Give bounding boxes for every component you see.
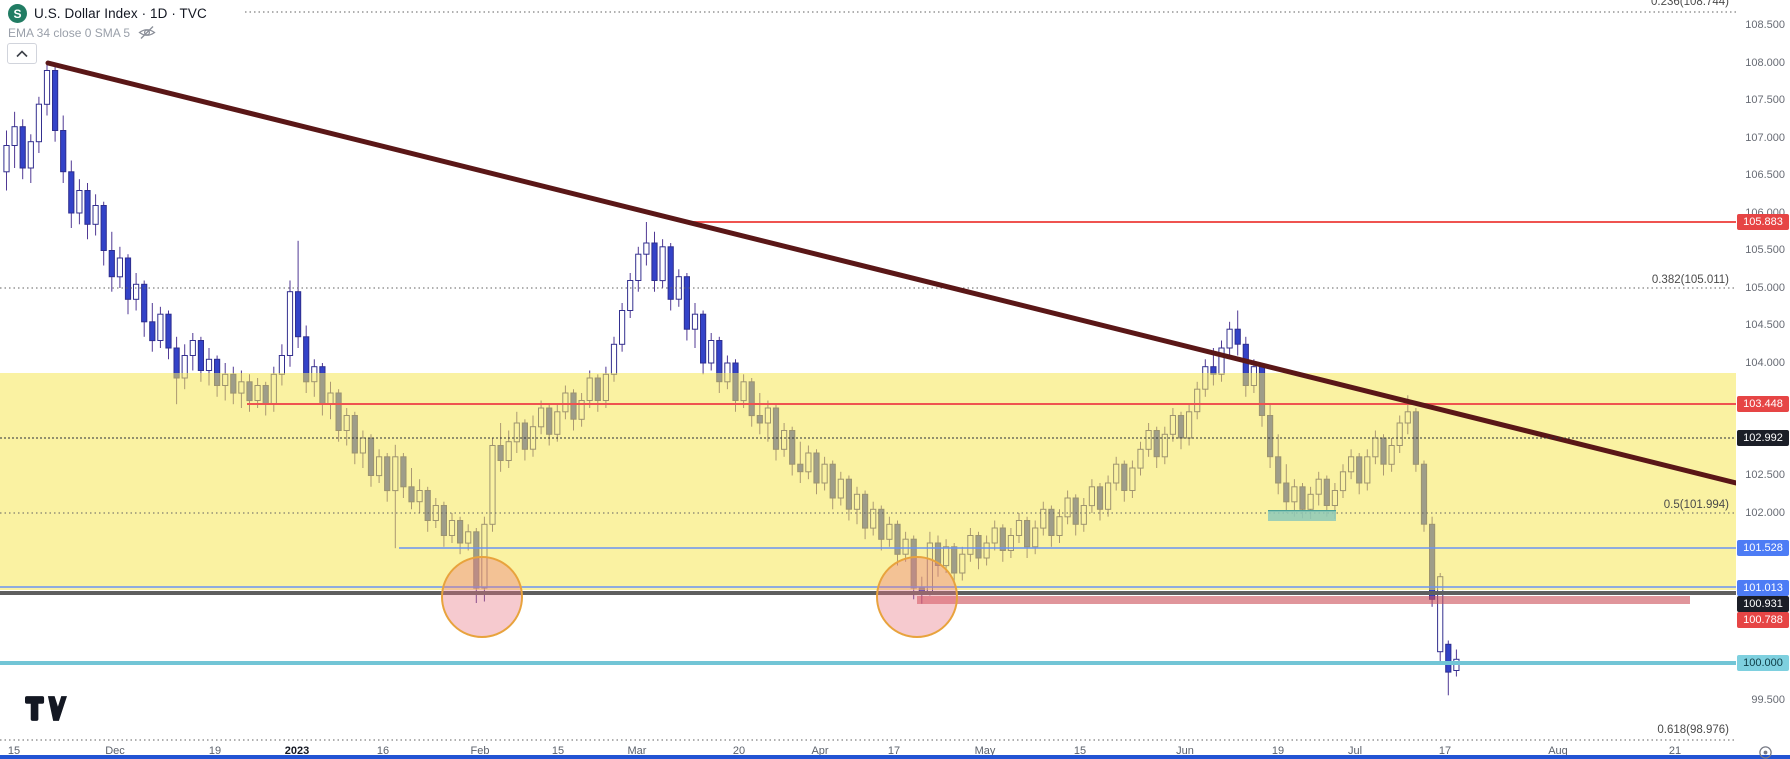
time-tick-label: Dec (105, 745, 125, 757)
price-chart[interactable]: 0.236(108.744) 0.382(105.011) 0.5(101.994)… (0, 0, 1736, 744)
price-tick-label: 104.500 (1745, 319, 1785, 331)
tradingview-watermark-logo (25, 696, 67, 726)
indicator-row: EMA 34 close 0 SMA 5 (8, 25, 156, 40)
price-badge-100931: 100.931 (1737, 596, 1789, 612)
yellow-support-zone (0, 373, 1736, 590)
time-tick-label: 16 (376, 745, 390, 757)
price-tick-label: 102.000 (1745, 507, 1785, 519)
teal-demand-box[interactable] (1268, 511, 1336, 521)
chart-plot-area[interactable]: 0.236(108.744) 0.382(105.011) 0.5(101.994)… (0, 0, 1736, 744)
fib-0236-label: 0.236(108.744) (1651, 0, 1729, 8)
time-tick-label: Feb (470, 745, 490, 757)
price-badge-100000: 100.000 (1737, 655, 1789, 671)
price-axis[interactable]: 108.500 108.000 107.500 107.000 106.500 106.0… (1736, 0, 1790, 744)
price-tick-label: 102.500 (1745, 469, 1785, 481)
price-badge-current: 102.992 (1737, 430, 1789, 446)
pink-support-band[interactable] (917, 596, 1690, 604)
time-tick-label: 19 (1271, 745, 1285, 757)
indicator-label: EMA 34 close 0 SMA 5 (8, 25, 131, 40)
time-tick-label: Apr (811, 745, 829, 757)
time-tick-label: 15 (1073, 745, 1087, 757)
time-tick-label: 15 (551, 745, 565, 757)
price-badge-101528: 101.528 (1737, 540, 1789, 556)
time-tick-label: 19 (208, 745, 222, 757)
time-axis-settings-icon[interactable] (1758, 745, 1773, 759)
fib-05-label: 0.5(101.994) (1664, 499, 1729, 511)
time-tick-label: 2023 (284, 745, 310, 757)
time-tick-label: Aug (1548, 745, 1568, 757)
time-tick-label: 15 (7, 745, 21, 757)
price-badge-103448: 103.448 (1737, 396, 1789, 412)
price-tick-label: 99.500 (1751, 694, 1785, 706)
time-tick-label: Jun (1176, 745, 1194, 757)
price-tick-label: 106.500 (1745, 169, 1785, 181)
fib-0382-label: 0.382(105.011) (1652, 274, 1729, 286)
time-tick-label: 21 (1668, 745, 1682, 757)
price-tick-label: 107.000 (1745, 132, 1785, 144)
descending-trendline[interactable] (45, 60, 1736, 486)
price-badge-100788: 100.788 (1737, 612, 1789, 628)
time-tick-label: 17 (1438, 745, 1452, 757)
price-tick-label: 105.500 (1745, 244, 1785, 256)
price-tick-label: 108.000 (1745, 57, 1785, 69)
time-tick-label: Mar (627, 745, 647, 757)
fib-0618-label: 0.618(98.976) (1657, 724, 1729, 736)
price-tick-label: 107.500 (1745, 94, 1785, 106)
price-badge-105883: 105.883 (1737, 214, 1789, 230)
price-tick-label: 105.000 (1745, 282, 1785, 294)
price-tick-label: 108.500 (1745, 19, 1785, 31)
eye-off-icon[interactable] (138, 25, 156, 40)
symbol-title: U.S. Dollar Index · 1D · TVC (34, 6, 207, 21)
time-tick-label: May (974, 745, 996, 757)
symbol-logo: S (8, 4, 27, 23)
low-highlight-circle-apr[interactable] (876, 556, 958, 638)
low-highlight-circle-feb[interactable] (441, 556, 523, 638)
collapse-toolbar-button[interactable] (7, 43, 37, 64)
time-tick-label: 17 (887, 745, 901, 757)
bottom-border-bar (0, 755, 1790, 759)
price-badge-101013: 101.013 (1737, 580, 1789, 596)
time-tick-label: Jul (1347, 745, 1363, 757)
chart-header: S U.S. Dollar Index · 1D · TVC (8, 4, 207, 23)
chevron-up-icon (16, 49, 28, 57)
time-tick-label: 20 (732, 745, 746, 757)
price-tick-label: 104.000 (1745, 357, 1785, 369)
